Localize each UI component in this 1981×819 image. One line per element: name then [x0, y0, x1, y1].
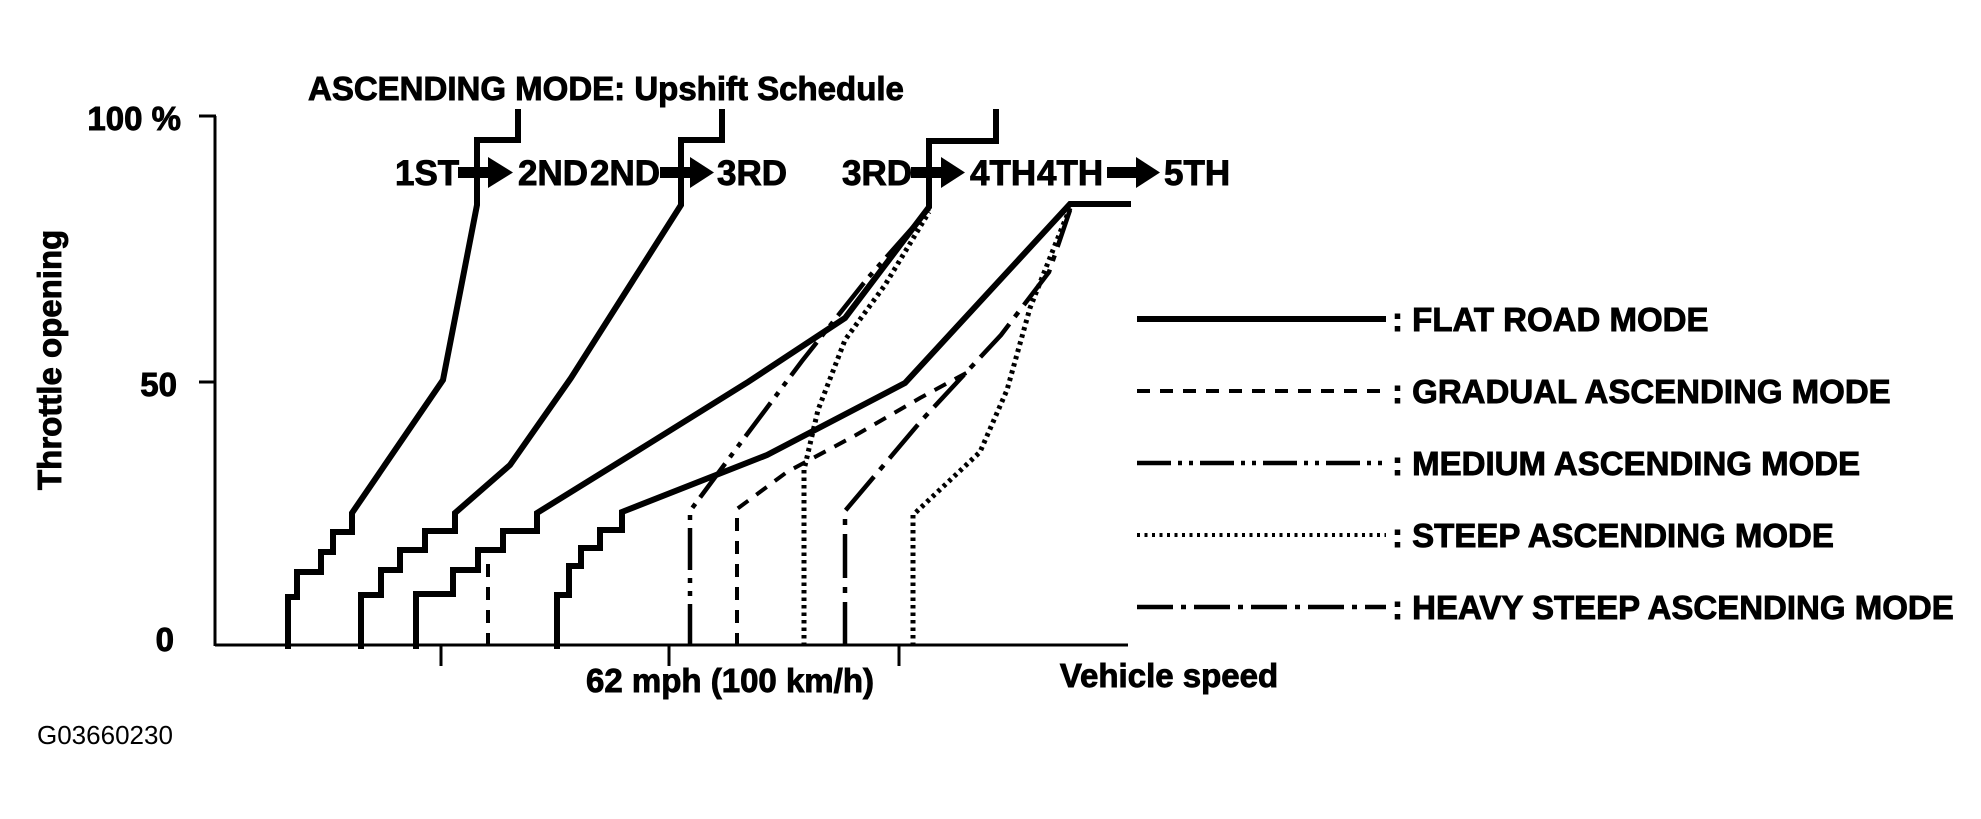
svg-text:1ST: 1ST	[395, 154, 459, 193]
svg-text:: HEAVY STEEP ASCENDING MODE: : HEAVY STEEP ASCENDING MODE	[1392, 589, 1954, 626]
svg-text:3RD: 3RD	[842, 154, 912, 193]
svg-text:100 %: 100 %	[87, 100, 181, 137]
svg-text:Vehicle speed: Vehicle speed	[1060, 657, 1278, 694]
svg-text:5TH: 5TH	[1164, 154, 1230, 193]
svg-text:Throttle opening: Throttle opening	[31, 230, 68, 490]
svg-text:ASCENDING MODE: Upshift Schedu: ASCENDING MODE: Upshift Schedule	[308, 70, 904, 107]
svg-text:3RD: 3RD	[717, 154, 787, 193]
svg-text:: STEEP ASCENDING MODE: : STEEP ASCENDING MODE	[1392, 517, 1834, 554]
svg-text:: FLAT ROAD MODE: : FLAT ROAD MODE	[1392, 301, 1709, 338]
svg-text:2ND: 2ND	[590, 154, 660, 193]
svg-text:50: 50	[140, 366, 177, 403]
svg-text:62 mph (100 km/h): 62 mph (100 km/h)	[586, 662, 874, 699]
svg-text:G03660230: G03660230	[37, 720, 173, 750]
svg-text:4TH: 4TH	[970, 154, 1036, 193]
svg-text:: MEDIUM ASCENDING MODE: : MEDIUM ASCENDING MODE	[1392, 445, 1860, 482]
svg-text:4TH: 4TH	[1037, 154, 1103, 193]
svg-text:2ND: 2ND	[518, 154, 588, 193]
svg-text:: GRADUAL ASCENDING MODE: : GRADUAL ASCENDING MODE	[1392, 373, 1891, 410]
svg-text:0: 0	[156, 621, 174, 658]
